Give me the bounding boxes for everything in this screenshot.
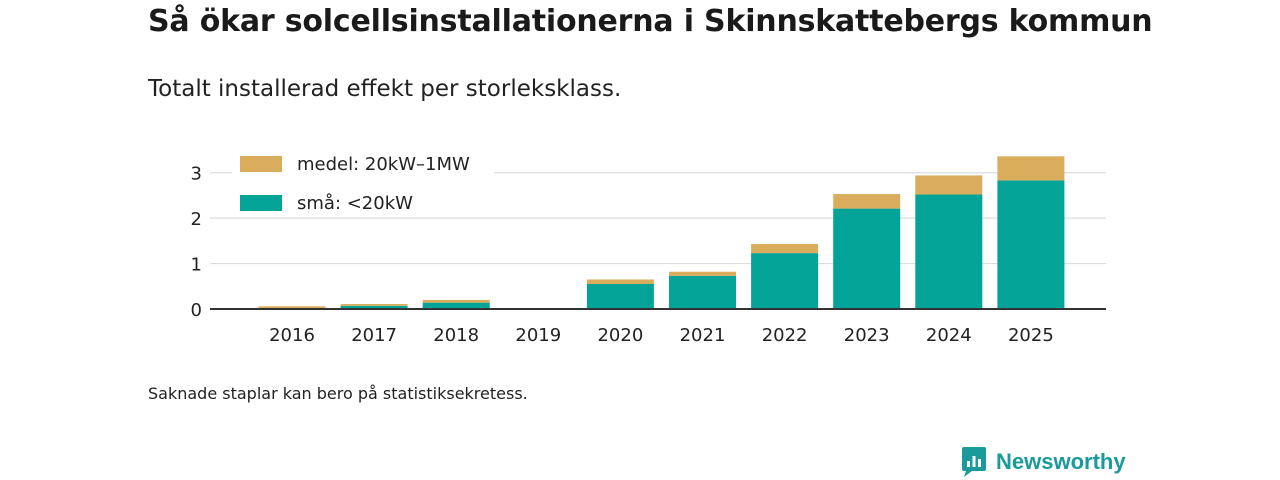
bar-medel-2021[interactable]: [669, 271, 736, 276]
y-tick-label: 3: [191, 164, 202, 185]
bar-medel-2016[interactable]: [258, 306, 326, 309]
bar-medel-2022[interactable]: [751, 244, 819, 254]
x-tick-label: 2024: [926, 325, 972, 346]
x-tick-label: 2016: [269, 325, 315, 346]
legend-label-sma: små: <20kW: [297, 193, 413, 214]
footnote: Saknade staplar kan bero på statistiksek…: [148, 384, 528, 403]
x-tick-label: 2019: [515, 325, 561, 346]
legend-swatch-medel: [240, 156, 282, 172]
bar-sma-2025[interactable]: [997, 180, 1065, 309]
chart-subtitle: Totalt installerad effekt per storlekskl…: [148, 76, 622, 102]
x-tick-label: 2020: [597, 325, 643, 346]
brand[interactable]: Newsworthy: [960, 446, 1126, 478]
legend-swatch-sma: [240, 195, 282, 211]
bar-sma-2023[interactable]: [833, 208, 901, 309]
bar-sma-2018[interactable]: [422, 302, 490, 309]
bar-medel-2023[interactable]: [833, 194, 901, 209]
bar-sma-2020[interactable]: [586, 284, 654, 309]
bar-medel-2018[interactable]: [422, 299, 490, 303]
newsworthy-logo-icon: [962, 447, 986, 477]
x-tick-label: 2023: [844, 325, 890, 346]
legend-label-medel: medel: 20kW–1MW: [297, 154, 470, 175]
bar-medel-2024[interactable]: [915, 175, 983, 195]
bar-sma-2022[interactable]: [751, 253, 819, 309]
bar-medel-2020[interactable]: [586, 279, 654, 285]
x-tick-label: 2018: [433, 325, 479, 346]
brand-name: Newsworthy: [996, 449, 1126, 474]
x-tick-label: 2017: [351, 325, 397, 346]
x-tick-label: 2025: [1008, 325, 1054, 346]
y-tick-label: 0: [191, 300, 202, 321]
axes: 0 1 2 3 2016 2017 2018 2019 2020 2021 2022 2023 2024…: [191, 164, 1106, 346]
bar-sma-2021[interactable]: [669, 275, 736, 309]
bar-medel-2017[interactable]: [340, 304, 408, 306]
bar-sma-2017[interactable]: [340, 305, 408, 309]
y-tick-label: 1: [191, 255, 202, 276]
y-tick-label: 2: [191, 209, 202, 230]
bar-sma-2024[interactable]: [915, 194, 983, 309]
chart-title: Så ökar solcellsinstallationerna i Skinn…: [148, 4, 1153, 39]
x-tick-label: 2022: [762, 325, 808, 346]
stacked-bar-chart: 0 1 2 3 2016 2017 2018 2019 2020 2021 2022 2023 2024…: [190, 150, 1106, 346]
bars: [258, 156, 1065, 309]
legend: medel: 20kW–1MW små: <20kW: [232, 150, 494, 214]
x-tick-label: 2021: [680, 325, 726, 346]
bar-medel-2025[interactable]: [997, 156, 1065, 181]
